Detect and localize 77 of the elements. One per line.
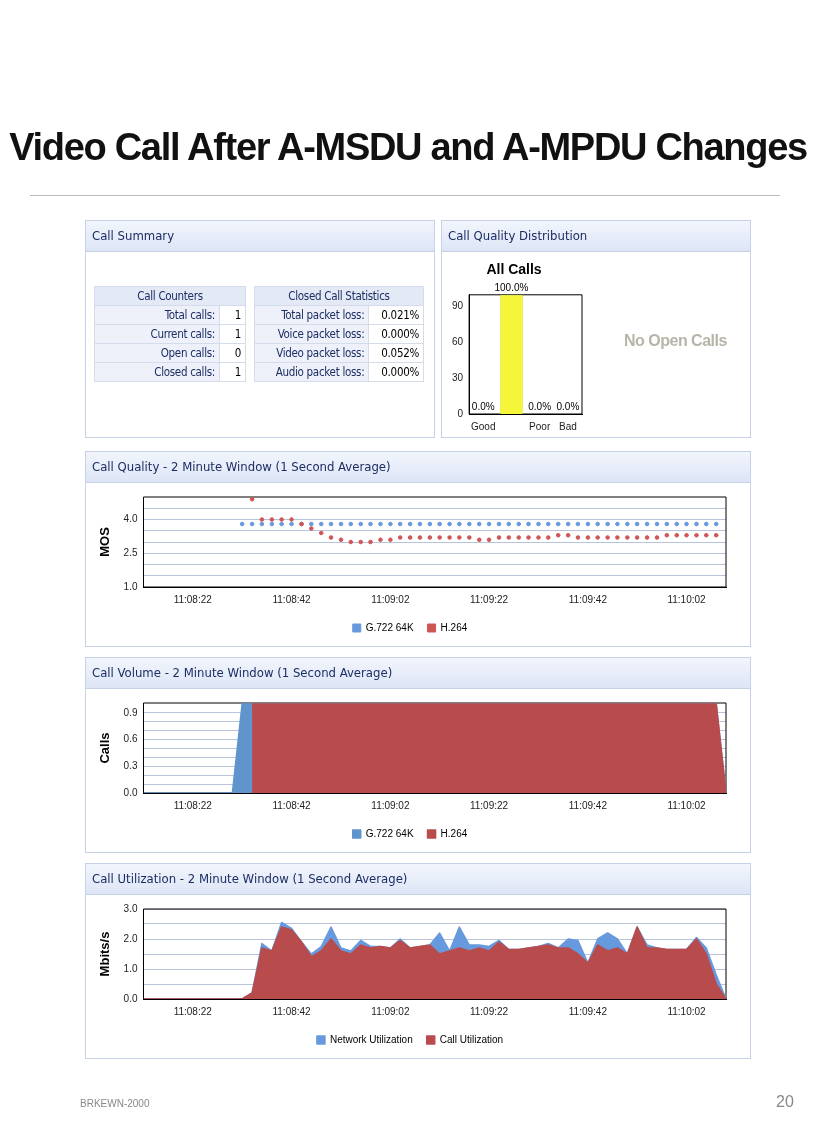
legend-label: G.722 64K <box>365 621 414 633</box>
text: Call Summary <box>86 221 434 252</box>
y-tick-label: 0.9 <box>123 706 138 718</box>
x-tick-label: 11:09:02 <box>371 1005 410 1017</box>
text: 0.000% <box>368 324 424 344</box>
x-tick-label: 11:08:22 <box>173 593 213 605</box>
text: 0 <box>219 343 246 363</box>
x-tick-label: 11:10:02 <box>667 799 707 811</box>
x-tick-label: 11:09:42 <box>568 799 608 811</box>
y-tick-label: 2.5 <box>123 547 138 558</box>
x-tick-label: 11:10:02 <box>667 1005 707 1017</box>
text: BRKEWN-2000 <box>80 1098 150 1109</box>
y-tick-label: 1.0 <box>123 580 138 592</box>
x-tick-label: 11:08:22 <box>173 799 213 811</box>
legend-label: G.722 64K <box>365 827 414 839</box>
x-tick-label: 11:09:42 <box>568 593 608 605</box>
y-tick-label: 4.0 <box>123 513 138 525</box>
y-tick-label: 60 <box>452 336 464 348</box>
text: Audio packet loss: <box>254 362 369 382</box>
text: 0.000% <box>368 362 424 382</box>
y-tick-label: 0 <box>457 407 464 419</box>
chart-title: Call Quality - 2 Minute Window (1 Second Average) <box>86 452 750 483</box>
y-tick-label: 0.6 <box>123 733 138 745</box>
y-tick-label: 90 <box>452 300 464 312</box>
text: Video Call After A-MSDU and A-MPDU Changes <box>8 126 808 169</box>
x-tick-label: 11:10:02 <box>667 593 707 605</box>
text: Open calls: <box>94 343 220 363</box>
chart-title: Call Quality Distribution <box>442 221 750 252</box>
y-axis-title: Mbits/s <box>97 931 113 977</box>
text: Voice packet loss: <box>254 324 369 344</box>
y-tick-label: 30 <box>452 371 464 383</box>
x-tick-label: 11:08:22 <box>173 1005 213 1017</box>
x-tick-label: Bad <box>558 420 577 432</box>
x-tick-label: 11:08:42 <box>272 593 312 605</box>
y-axis-title: MOS <box>97 526 113 557</box>
data-label: 100.0% <box>494 281 529 293</box>
text: Call Counters <box>94 286 246 306</box>
legend-label: H.264 <box>440 827 468 839</box>
chart-subtitle: All Calls <box>486 261 542 278</box>
x-tick-label: 11:08:42 <box>272 1005 312 1017</box>
text: 1 <box>219 305 246 325</box>
text: 0.021% <box>368 305 424 325</box>
x-tick-label: 11:09:02 <box>371 593 410 605</box>
x-tick-label: 11:09:22 <box>469 799 509 811</box>
x-tick-label: 11:09:02 <box>371 799 410 811</box>
data-label: 0.0% <box>471 400 495 412</box>
y-tick-label: 0.0 <box>123 992 138 1004</box>
data-label: 0.0% <box>556 400 580 412</box>
text: 0.052% <box>368 343 424 363</box>
x-tick-label: 11:09:42 <box>568 1005 608 1017</box>
text: Total calls: <box>94 305 220 325</box>
x-tick-label: Poor <box>529 420 551 432</box>
x-tick-label: Good <box>471 420 496 432</box>
text: Closed Call Statistics <box>254 286 424 306</box>
x-tick-label: 11:09:22 <box>469 593 509 605</box>
x-tick-label: 11:09:22 <box>469 1005 509 1017</box>
data-label: 0.0% <box>528 400 552 412</box>
text: Video packet loss: <box>254 343 369 363</box>
text: 20 <box>776 1093 794 1111</box>
legend-label: Call Utilization <box>439 1033 504 1045</box>
chart-title: Call Utilization - 2 Minute Window (1 Second Average) <box>86 864 750 895</box>
y-tick-label: 0.0 <box>123 786 138 798</box>
y-tick-label: 2.0 <box>123 932 138 944</box>
y-tick-label: 1.0 <box>123 962 138 974</box>
legend-label: Network Utilization <box>329 1033 413 1045</box>
y-axis-title: Calls <box>97 732 113 764</box>
chart-title: Call Volume - 2 Minute Window (1 Second Average) <box>86 658 750 689</box>
text: 1 <box>219 324 246 344</box>
text: 1 <box>219 362 246 382</box>
text: Total packet loss: <box>254 305 369 325</box>
text: Closed calls: <box>94 362 220 382</box>
y-tick-label: 3.0 <box>123 902 138 914</box>
text: Current calls: <box>94 324 220 344</box>
y-tick-label: 0.3 <box>123 760 138 772</box>
legend-label: H.264 <box>440 621 468 633</box>
x-tick-label: 11:08:42 <box>272 799 312 811</box>
text: No Open Calls <box>624 332 727 350</box>
